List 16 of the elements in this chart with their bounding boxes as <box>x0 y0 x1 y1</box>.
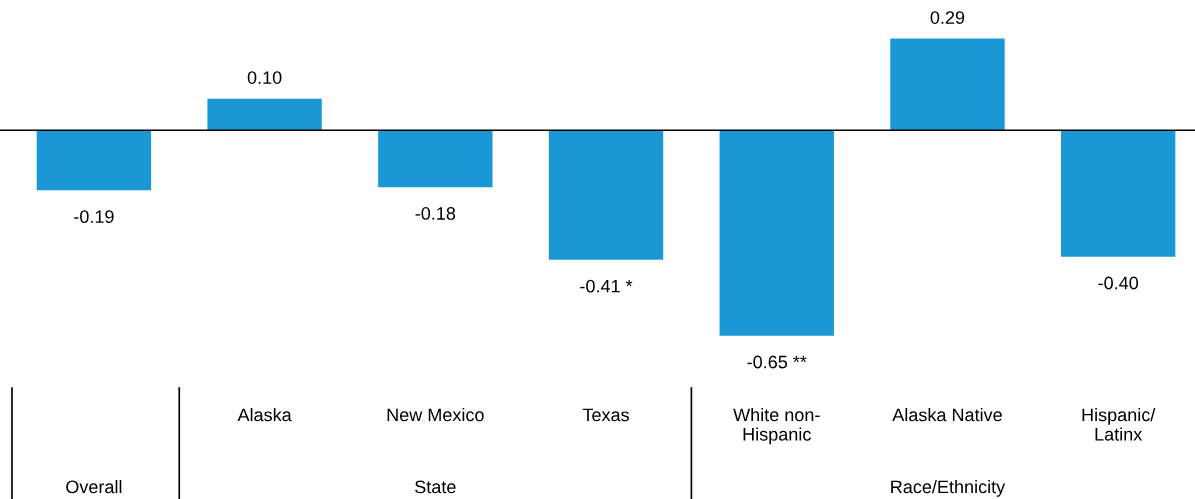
text: Overall <box>66 480 122 494</box>
data-label: -0.19 <box>74 210 114 224</box>
text: State <box>415 480 456 494</box>
x-tick-label: Texas <box>582 408 629 422</box>
data-label: -0.40 <box>1098 276 1139 290</box>
x-tick-label: White non- Hispanic <box>733 408 820 445</box>
text: Race/Ethnicity <box>891 480 1006 497</box>
data-label: 0.29 <box>930 11 965 24</box>
data-label: -0.65 ** <box>747 355 807 369</box>
x-tick-label: Alaska Native <box>892 408 1002 422</box>
data-label: -0.41 * <box>580 279 633 293</box>
data-label: 0.10 <box>247 71 282 84</box>
x-tick-label: Alaska <box>237 408 292 422</box>
x-tick-label: Hispanic/ Latinx <box>1082 408 1156 441</box>
x-tick-label: New Mexico <box>387 408 484 422</box>
data-label: -0.18 <box>415 207 456 220</box>
